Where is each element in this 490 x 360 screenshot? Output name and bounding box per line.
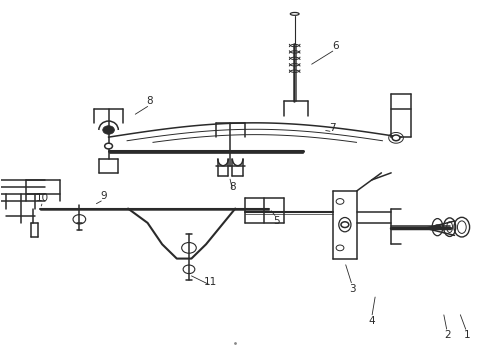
Circle shape xyxy=(341,222,349,228)
Text: 5: 5 xyxy=(273,216,280,226)
Text: 8: 8 xyxy=(147,96,153,107)
Text: 11: 11 xyxy=(204,277,218,287)
Text: 6: 6 xyxy=(332,41,339,51)
Text: 4: 4 xyxy=(368,316,375,326)
Circle shape xyxy=(392,135,400,141)
Circle shape xyxy=(105,143,113,149)
Text: 10: 10 xyxy=(36,193,49,203)
Text: 9: 9 xyxy=(100,191,107,201)
Circle shape xyxy=(435,225,441,229)
Text: 2: 2 xyxy=(444,330,450,341)
Circle shape xyxy=(103,126,115,134)
Text: 3: 3 xyxy=(349,284,356,294)
Text: 8: 8 xyxy=(229,182,236,192)
Text: 7: 7 xyxy=(329,123,336,133)
Text: 1: 1 xyxy=(464,330,470,341)
